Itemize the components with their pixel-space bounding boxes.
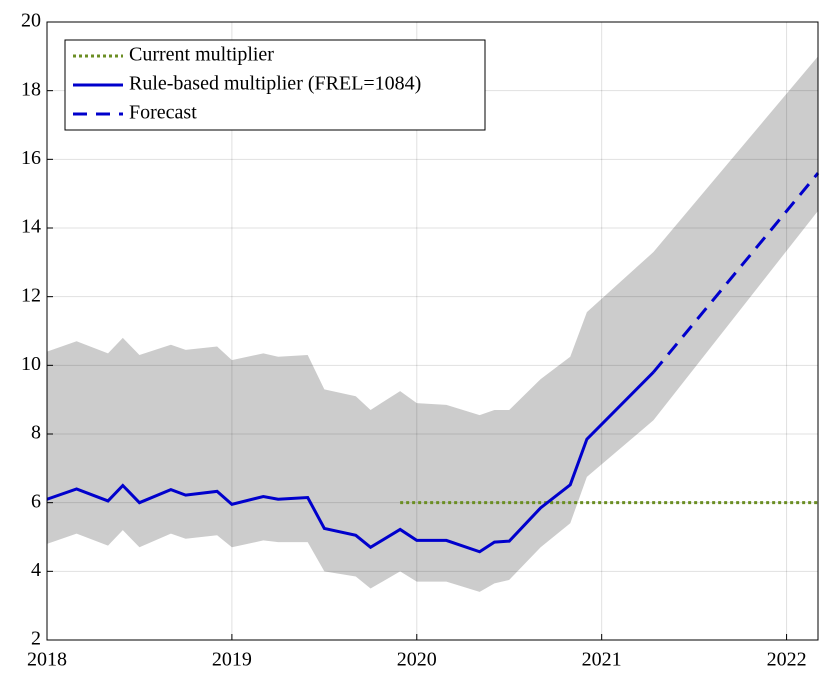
x-tick-label: 2020 [397,649,437,671]
y-tick-label: 10 [21,353,41,375]
y-tick-label: 4 [31,559,41,581]
y-tick-label: 2 [31,628,41,650]
x-tick-label: 2019 [212,649,252,671]
y-tick-label: 20 [21,10,41,32]
y-tick-label: 14 [21,216,41,238]
y-tick-label: 16 [21,147,41,169]
legend-label: Forecast [129,102,197,124]
legend-box [64,39,486,131]
x-tick-label: 2022 [767,649,807,671]
legend-label: Rule-based multiplier (FREL=1084) [129,73,421,95]
x-tick-label: 2021 [582,649,622,671]
series-line [46,371,655,554]
y-tick-label: 18 [21,78,41,100]
confidence-band [47,56,818,592]
plot-frame [46,21,819,641]
y-tick-label: 8 [31,422,41,444]
series-line [652,172,820,374]
y-tick-label: 6 [31,490,41,512]
legend: Current multiplier Rule-based multiplier … [64,39,486,131]
y-tick-label: 12 [21,284,41,306]
legend-label: Current multiplier [129,44,274,66]
x-tick-label: 2018 [27,649,67,671]
